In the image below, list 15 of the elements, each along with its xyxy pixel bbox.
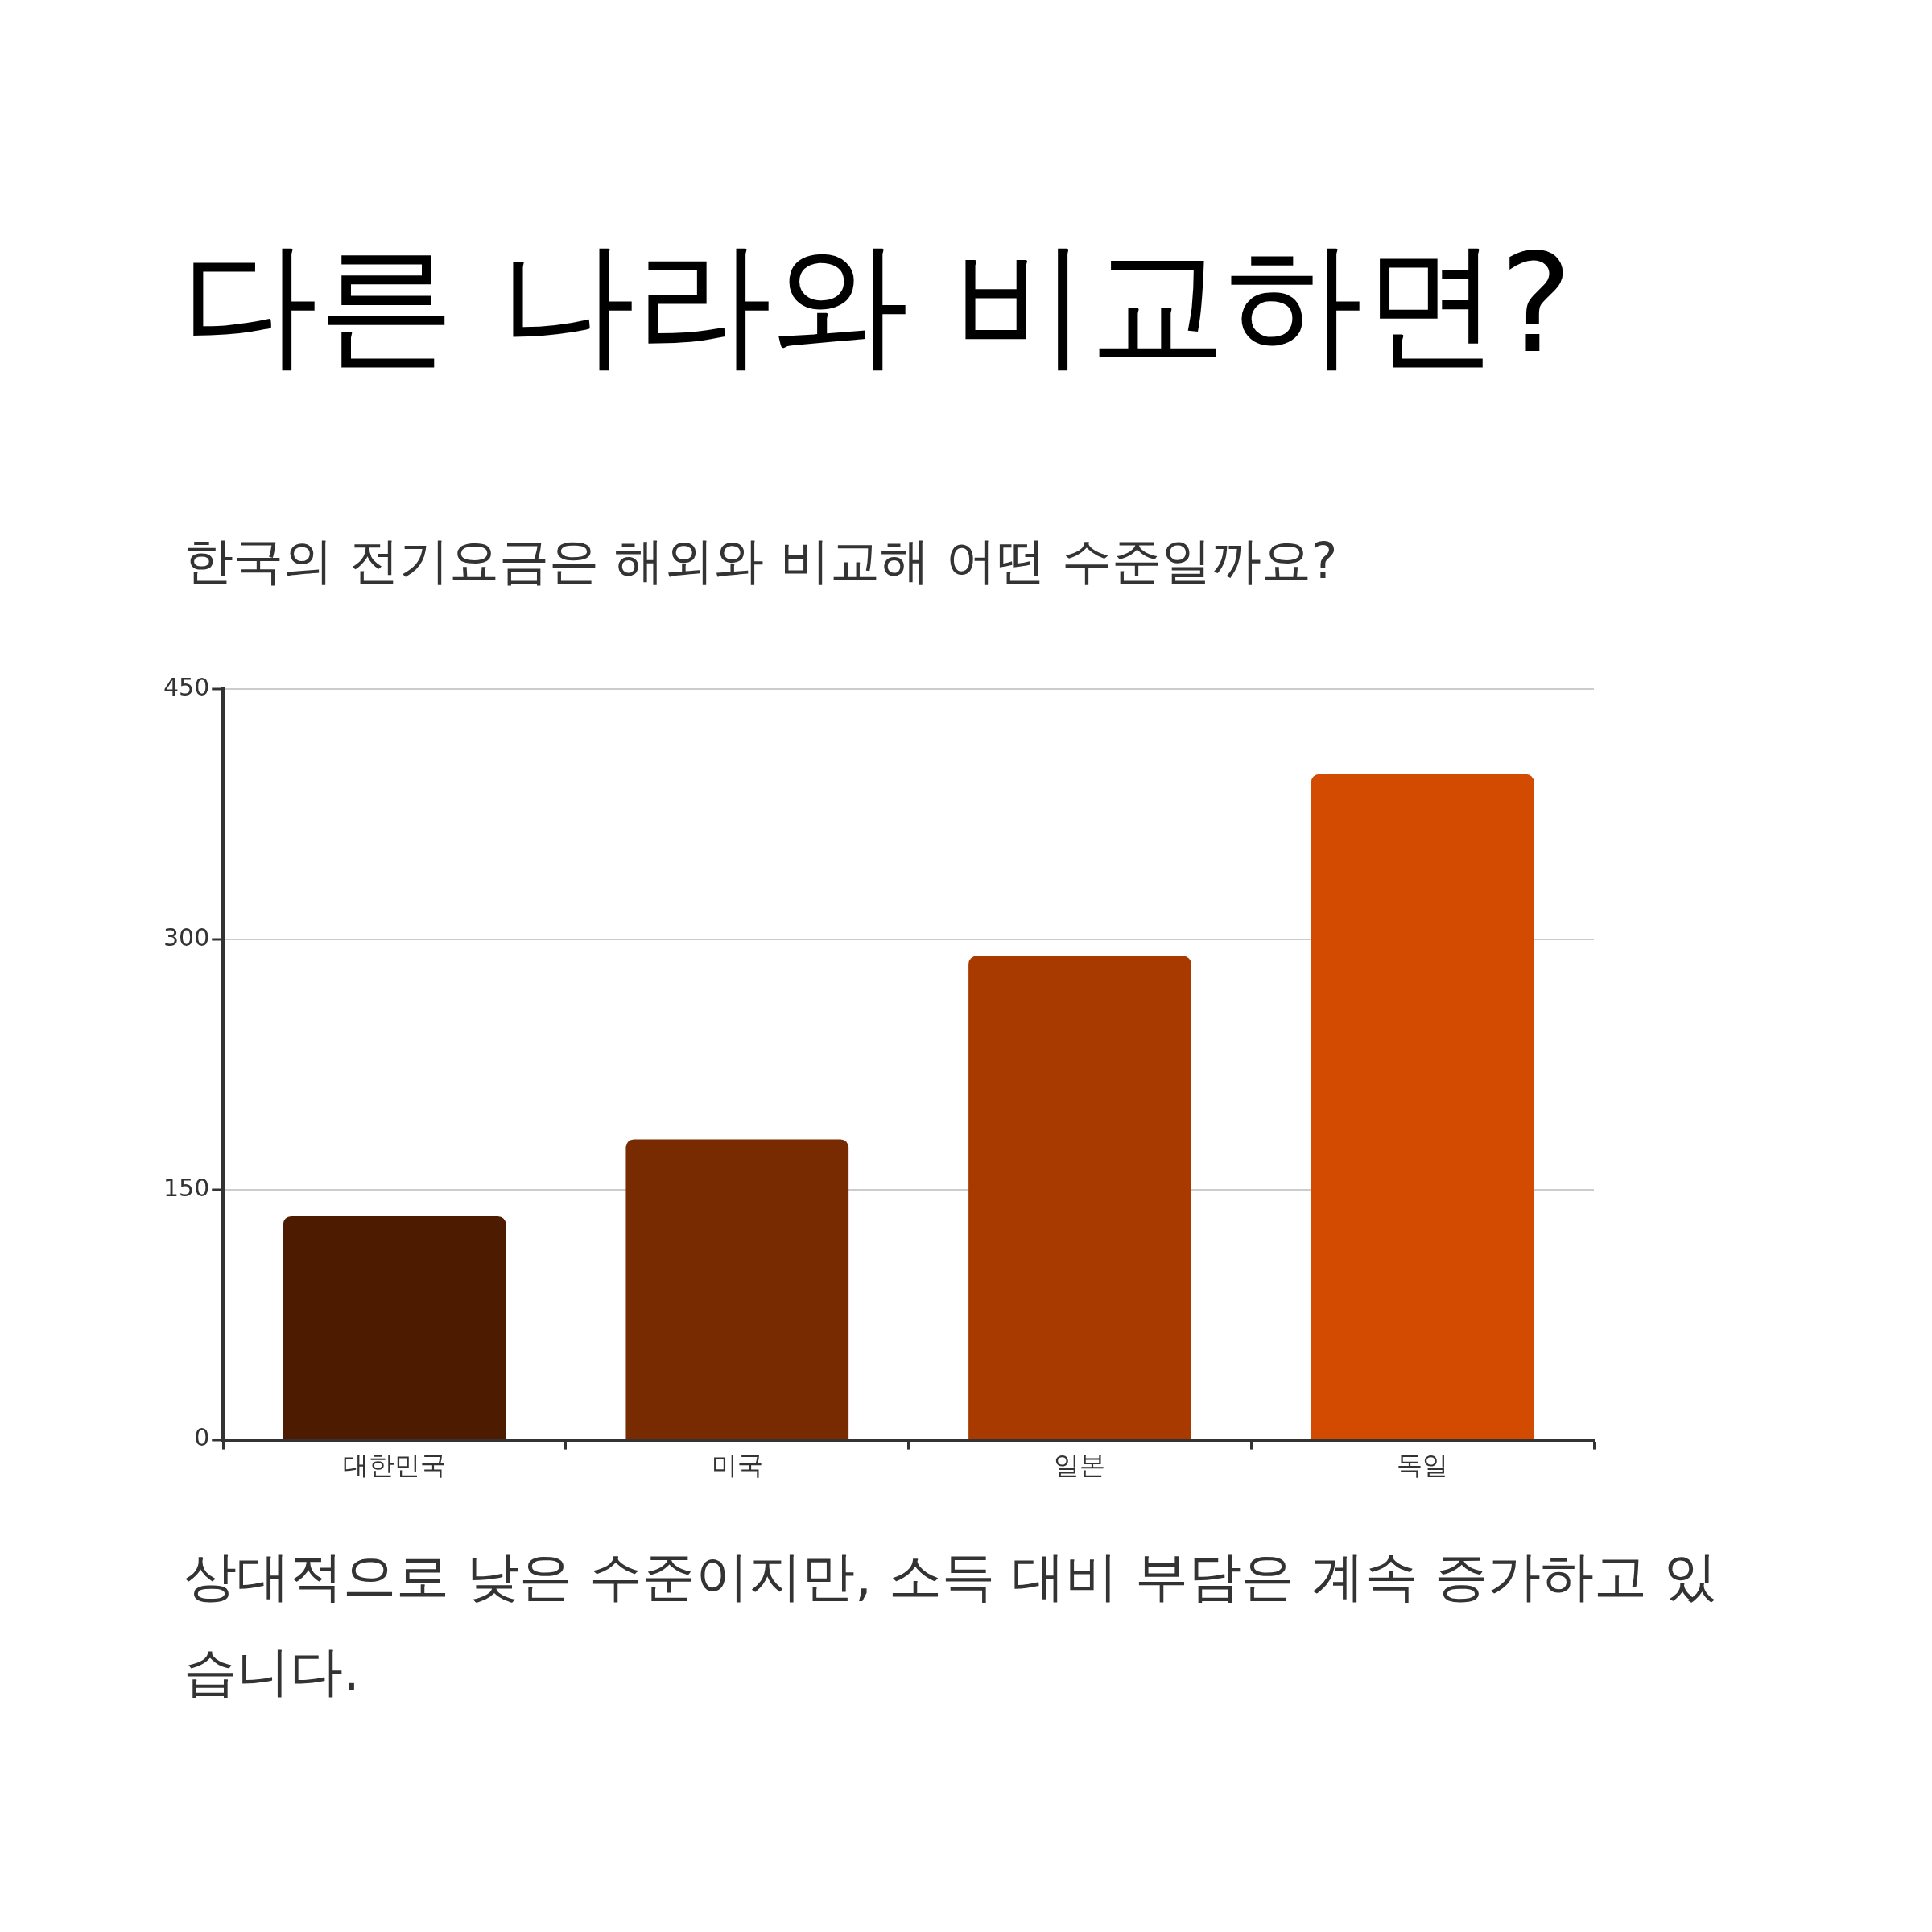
- y-tick-label: 0: [194, 1423, 210, 1452]
- x-tick-label: 일본: [1054, 1450, 1106, 1481]
- y-tick-label: 450: [163, 672, 210, 701]
- bar: [625, 1139, 849, 1439]
- y-tick-label: 150: [163, 1173, 210, 1202]
- x-tick-label: 독일: [1397, 1450, 1449, 1481]
- x-tick-label: 대한민국: [343, 1450, 447, 1481]
- bar: [283, 1216, 506, 1439]
- bar: [1311, 774, 1534, 1439]
- text: 상대적으로 낮은 수준이지만, 소득 대비 부담은 계속 증가하고 있습니다.: [184, 1545, 1718, 1704]
- bar: [968, 956, 1191, 1439]
- x-tick-label: 미국: [711, 1450, 763, 1481]
- chart-subtitle: 한국의 전기요금은 해외와 비교해 어떤 수준일까요?: [184, 530, 1338, 592]
- chart-title: 다른 나라와 비교하면?: [181, 223, 1573, 385]
- y-tick-label: 300: [163, 923, 210, 952]
